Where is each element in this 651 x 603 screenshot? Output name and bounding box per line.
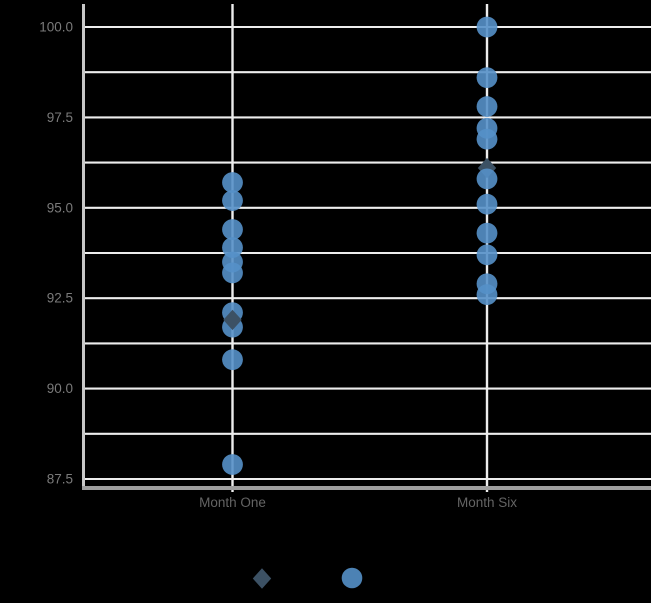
data-point-circle [476,67,498,89]
data-point-circle [222,190,243,211]
y-tick-label: 87.5 [47,472,73,487]
data-point-circle [476,128,498,150]
data-point-circle [476,244,498,266]
y-tick-label: 95.0 [47,200,73,215]
data-point-circle [222,237,243,258]
summary-diamond-marker [223,309,242,331]
x-category-label: Month Six [457,495,517,510]
data-point-circle [476,16,498,38]
data-point-circle [476,193,498,215]
data-point-circle [476,222,498,244]
legend-circle-marker [341,567,363,589]
legend-diamond-marker [252,568,272,589]
data-point-circle [222,219,243,240]
data-point-circle [476,96,498,117]
data-point-circle [476,168,498,190]
y-tick-label: 90.0 [47,381,73,396]
data-point-circle [222,262,243,284]
y-tick-label: 100.0 [39,20,73,35]
y-tick-label: 97.5 [47,110,73,125]
data-point-circle [222,349,243,371]
y-tick-label: 92.5 [47,291,73,306]
x-category-label: Month One [199,495,266,510]
data-point-circle [476,284,498,305]
data-point-circle [222,172,243,193]
data-point-circle [222,454,243,475]
